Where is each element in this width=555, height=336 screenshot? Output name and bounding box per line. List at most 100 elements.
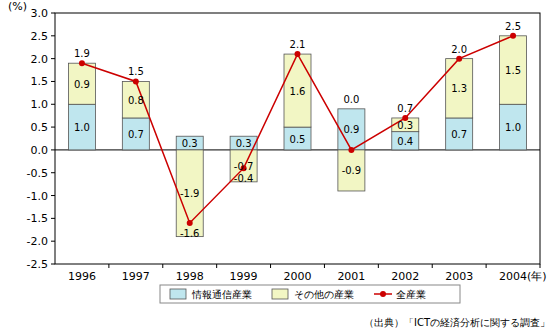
plot-area [68, 33, 526, 237]
bar-label: 1.5 [505, 65, 521, 76]
bar [446, 59, 473, 118]
y-tick [51, 35, 55, 36]
y-tick-label: 2.0 [31, 53, 49, 66]
y-tick-label: -0.5 [27, 167, 48, 180]
legend: 情報通信産業その他の産業全産業 [160, 285, 460, 303]
y-tick [51, 149, 55, 150]
y-tick-label: -2.0 [27, 235, 48, 248]
y-tick [51, 127, 55, 128]
y-tick [51, 13, 55, 14]
line-marker [295, 51, 301, 57]
bar [68, 104, 95, 150]
line-label: 2.0 [451, 44, 467, 55]
x-tick-label: 2000 [284, 270, 312, 283]
bar [500, 104, 527, 150]
bar-label: 1.0 [74, 122, 90, 133]
bar-label: 0.4 [397, 136, 413, 147]
source-note: （出典）「ICTの経済分析に関する調査」 [364, 317, 550, 328]
bar [284, 127, 311, 150]
line-label: 0.7 [397, 103, 413, 114]
plot-frame [55, 13, 540, 264]
y-tick-label: 0.0 [31, 144, 49, 157]
y-tick-label: 2.5 [31, 30, 49, 43]
line-label: -1.6 [180, 228, 200, 239]
y-tick-label: 1.0 [31, 98, 49, 111]
line [82, 36, 513, 223]
x-tick-label: 2004 [499, 270, 527, 283]
bar-label: -0.7 [234, 161, 254, 172]
bar [446, 118, 473, 150]
line-label: -0.4 [234, 173, 254, 184]
y-tick [51, 104, 55, 105]
y-tick [51, 81, 55, 82]
bar-label: 1.3 [451, 83, 467, 94]
x-tick-label: 2003 [445, 270, 473, 283]
x-tick-label: 1997 [122, 270, 150, 283]
x-tick-label: 2001 [337, 270, 365, 283]
x-tick [432, 264, 433, 268]
bar [284, 54, 311, 127]
x-tick [324, 264, 325, 268]
x-tick [216, 264, 217, 268]
x-tick [270, 264, 271, 268]
line-marker [510, 33, 516, 39]
bar-label: -0.9 [342, 165, 362, 176]
bar-label: 0.5 [290, 134, 306, 145]
bar-label: 0.7 [128, 129, 144, 140]
line-marker [79, 60, 85, 66]
line-marker [348, 147, 354, 153]
y-tick-label: -1.0 [27, 190, 48, 203]
y-tick [51, 241, 55, 242]
bar-label: 0.3 [397, 120, 413, 131]
bar-label: 0.9 [343, 124, 359, 135]
bar-label: -1.9 [180, 188, 200, 199]
bar-label: 0.3 [236, 138, 252, 149]
x-tick [162, 264, 163, 268]
bar [392, 118, 419, 132]
x-axis-label: (年) [527, 270, 547, 283]
y-tick [51, 172, 55, 173]
x-tick-label: 1996 [68, 270, 96, 283]
y-tick [51, 264, 55, 265]
chart: -2.5 -2.0 -1.5 -1.0 -0.5 0.0 0.5 1.0 1.5 2.0 2.5 3.… [0, 0, 555, 336]
bar-label: 0.8 [128, 95, 144, 106]
line-label: 1.5 [128, 66, 144, 77]
line-label: 2.1 [290, 39, 306, 50]
bar [122, 118, 149, 150]
x-tick-label: 1999 [230, 270, 258, 283]
y-tick [51, 218, 55, 219]
y-tick-label: -2.5 [27, 258, 48, 271]
bar [176, 136, 203, 150]
line-label: 2.5 [505, 21, 521, 32]
x-tick-label: 2002 [391, 270, 419, 283]
legend-frame [160, 285, 460, 303]
y-tick-label: -1.5 [27, 212, 48, 225]
x-tick [540, 264, 541, 268]
bar [338, 150, 365, 191]
x-tick [486, 264, 487, 268]
y-tick-label: 3.0 [31, 7, 49, 20]
line-label: 1.9 [74, 48, 90, 59]
bar-label: 0.3 [182, 138, 198, 149]
bar [500, 36, 527, 104]
legend-swatch [380, 291, 386, 297]
line-marker [187, 220, 193, 226]
y-tick [51, 195, 55, 196]
legend-swatch [272, 289, 288, 299]
y-axis-label: (%) [8, 0, 27, 13]
bar [392, 132, 419, 150]
y-tick-label: 1.5 [31, 75, 49, 88]
line-marker [456, 56, 462, 62]
bar-label: 0.9 [74, 79, 90, 90]
x-tick-label: 1998 [176, 270, 204, 283]
y-tick-label: 0.5 [31, 121, 49, 134]
legend-label: 全産業 [396, 289, 426, 300]
bar [68, 63, 95, 104]
x-tick [108, 264, 109, 268]
line-label: 0.0 [343, 94, 359, 105]
bar [122, 81, 149, 118]
line-marker [133, 78, 139, 84]
bar-label: 1.0 [505, 122, 521, 133]
bar [176, 150, 203, 237]
legend-label: 情報通信産業 [191, 289, 252, 300]
